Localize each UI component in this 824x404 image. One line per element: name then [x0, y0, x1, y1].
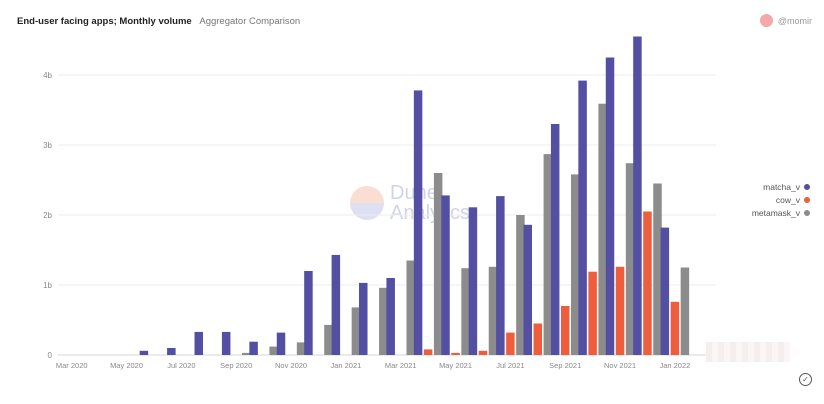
bar-metamask_v — [680, 267, 690, 355]
bar-metamask_v — [625, 163, 635, 355]
blurred-overlay — [706, 342, 790, 362]
dune-watermark: Dune Analytics — [350, 183, 470, 223]
bar-metamask_v — [324, 324, 333, 355]
bar-matcha_v — [304, 271, 313, 355]
bar-matcha_v — [386, 278, 395, 355]
bar-cow_v — [478, 350, 488, 355]
bar-cow_v — [588, 271, 597, 355]
y-tick-label: 1b — [43, 281, 52, 290]
bar-metamask_v — [433, 173, 443, 355]
legend-item-cow_v[interactable]: cow_v — [736, 193, 810, 206]
bar-matcha_v — [660, 227, 670, 355]
bar-cow_v — [423, 349, 433, 355]
bar-cow_v — [560, 306, 570, 355]
x-tick-label: Jan 2021 — [330, 361, 361, 370]
chart-header: End-user facing apps; Monthly volume Agg… — [17, 16, 300, 27]
y-tick-label: 3b — [43, 141, 52, 150]
bar-metamask_v — [406, 260, 415, 355]
x-tick-label: Mar 2021 — [385, 361, 417, 370]
bar-metamask_v — [269, 346, 278, 355]
bar-metamask_v — [598, 103, 607, 355]
author-name: @momir — [777, 15, 812, 26]
x-tick-label: Jul 2020 — [167, 361, 195, 370]
bar-matcha_v — [139, 350, 149, 355]
x-tick-label: Nov 2020 — [275, 361, 307, 370]
x-tick-label: Jan 2022 — [659, 361, 690, 370]
bar-matcha_v — [523, 224, 533, 355]
x-tick-label: Jul 2021 — [496, 361, 524, 370]
bar-metamask_v — [543, 154, 553, 355]
bar-cow_v — [533, 323, 543, 355]
bar-cow_v — [670, 301, 680, 355]
bar-cow_v — [506, 332, 515, 355]
bar-matcha_v — [331, 254, 341, 355]
x-tick-label: May 2021 — [439, 361, 472, 370]
chart-subtitle: Aggregator Comparison — [199, 16, 301, 27]
author-badge[interactable]: @momir — [759, 14, 812, 27]
bar-matcha_v — [633, 36, 642, 355]
bar-matcha_v — [468, 207, 478, 355]
chart-title: End-user facing apps; Monthly volume — [17, 16, 192, 27]
y-tick-label: 0 — [48, 351, 53, 360]
bar-metamask_v — [296, 342, 306, 355]
bar-cow_v — [615, 266, 625, 355]
bar-matcha_v — [221, 331, 231, 355]
chart-legend: matcha_v cow_v metamask_v — [736, 180, 810, 219]
legend-dot-icon — [804, 209, 810, 216]
bar-metamask_v — [570, 174, 580, 355]
bar-matcha_v — [605, 57, 615, 355]
legend-label: cow_v — [775, 194, 800, 205]
bar-cow_v — [643, 211, 652, 355]
bar-metamask_v — [488, 266, 498, 355]
watermark-line2: Analytics — [390, 202, 471, 224]
x-tick-label: Nov 2021 — [604, 361, 636, 370]
bar-metamask_v — [653, 183, 662, 355]
bar-metamask_v — [379, 287, 388, 355]
dune-logo-icon — [350, 186, 384, 220]
bar-matcha_v — [359, 282, 368, 355]
bar-metamask_v — [241, 352, 251, 355]
legend-item-matcha_v[interactable]: matcha_v — [736, 180, 810, 193]
verified-check-icon[interactable]: ✓ — [799, 373, 812, 386]
y-tick-label: 4b — [43, 71, 52, 80]
bar-cow_v — [451, 352, 460, 355]
bar-matcha_v — [413, 90, 423, 356]
bar-matcha_v — [276, 332, 286, 355]
legend-item-metamask_v[interactable]: metamask_v — [736, 206, 810, 219]
bar-matcha_v — [496, 196, 505, 355]
bar-metamask_v — [516, 215, 525, 355]
bar-matcha_v — [167, 348, 176, 355]
bar-metamask_v — [351, 307, 361, 355]
legend-label: matcha_v — [763, 181, 800, 192]
y-tick-label: 2b — [43, 211, 52, 220]
bar-matcha_v — [441, 195, 450, 355]
x-tick-label: May 2020 — [110, 361, 143, 370]
bar-matcha_v — [194, 331, 204, 355]
legend-label: metamask_v — [751, 207, 800, 218]
bar-matcha_v — [249, 341, 258, 355]
bar-matcha_v — [578, 80, 587, 355]
avatar — [759, 14, 773, 27]
legend-dot-icon — [804, 183, 810, 190]
x-tick-label: Sep 2020 — [220, 361, 252, 370]
bar-matcha_v — [550, 124, 560, 355]
bar-metamask_v — [461, 268, 470, 355]
x-tick-label: Mar 2020 — [56, 361, 88, 370]
legend-dot-icon — [804, 196, 810, 203]
x-tick-label: Sep 2021 — [549, 361, 581, 370]
